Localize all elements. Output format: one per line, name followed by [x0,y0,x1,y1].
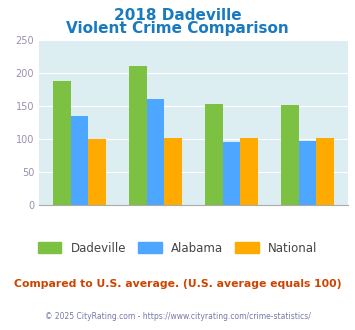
Bar [316,138,334,205]
Text: Violent Crime Comparison: Violent Crime Comparison [66,21,289,36]
Bar [299,141,316,205]
Legend: Dadeville, Alabama, National: Dadeville, Alabama, National [33,237,322,259]
Bar [282,105,299,205]
Bar [71,115,88,205]
Text: 2018 Dadeville: 2018 Dadeville [114,8,241,23]
Bar [223,142,240,205]
Bar [88,139,105,205]
Bar [129,66,147,205]
Bar [205,104,223,205]
Bar [240,138,258,205]
Bar [53,81,71,205]
Bar [164,138,182,205]
Text: Compared to U.S. average. (U.S. average equals 100): Compared to U.S. average. (U.S. average … [14,279,341,289]
Bar [147,99,164,205]
Text: © 2025 CityRating.com - https://www.cityrating.com/crime-statistics/: © 2025 CityRating.com - https://www.city… [45,312,310,321]
